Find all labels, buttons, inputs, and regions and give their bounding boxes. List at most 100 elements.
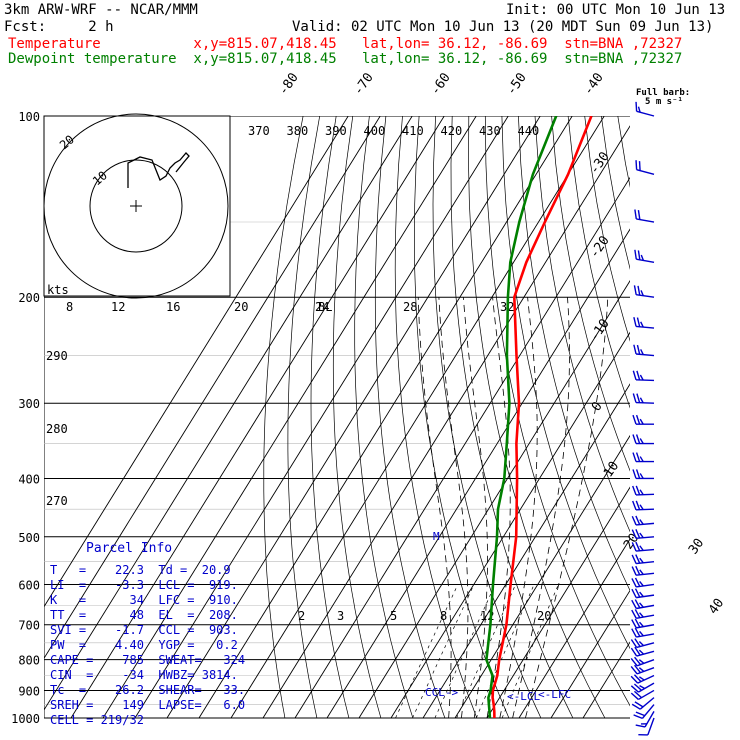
dry-adiabat	[263, 116, 304, 719]
barb-flag	[640, 290, 644, 296]
barb-flag	[639, 557, 644, 564]
barb-flag	[638, 161, 641, 171]
barb-flag	[639, 591, 644, 598]
barb-flag	[632, 452, 637, 462]
hodo-ring-outer	[43, 113, 229, 299]
hodo-speed-label: 28	[403, 300, 417, 314]
barb-flag	[631, 515, 637, 526]
barb-flag	[631, 542, 637, 552]
wind-barb	[631, 541, 655, 552]
barb-flag	[635, 500, 641, 510]
hodo-speed-label: 12	[111, 300, 125, 314]
isotherm-label: -60	[428, 70, 454, 98]
barb-flag	[634, 577, 641, 587]
dry-adiabat	[432, 116, 542, 719]
barb-flag	[632, 434, 637, 444]
barb-flag	[634, 599, 641, 609]
dry-adiabat	[684, 116, 740, 718]
barb-flag	[638, 649, 645, 655]
pressure-label: 900	[18, 684, 40, 698]
barb-flag	[630, 647, 638, 657]
barb-flag	[636, 393, 641, 403]
isotherm-line	[44, 116, 349, 608]
barb-flag	[639, 685, 645, 690]
potential-temp-label: 420	[441, 124, 463, 138]
dry-adiabat	[651, 116, 740, 718]
wind-barb	[631, 599, 655, 610]
isotherm-label: -50	[504, 70, 530, 98]
pressure-label: 1000	[11, 712, 40, 726]
barb-flag	[639, 374, 644, 381]
hodograph-trace	[127, 152, 190, 188]
isotherm-label: -30	[587, 149, 613, 177]
isotherm-line	[326, 228, 630, 719]
barb-flag	[634, 618, 641, 628]
dry-adiabat	[484, 116, 630, 707]
dry-adiabat	[310, 116, 350, 719]
barb-flag	[637, 250, 641, 260]
barb-flag	[634, 664, 642, 674]
barb-flag	[635, 565, 641, 576]
potential-temp-label: 370	[248, 124, 270, 138]
barb-flag	[631, 578, 637, 588]
barb-flag	[637, 106, 641, 113]
barb-flag	[630, 665, 638, 675]
barb-flag	[630, 639, 638, 648]
pressure-label: 500	[18, 531, 40, 545]
mixing-ratio-label: 3	[337, 609, 344, 623]
wind-barb	[630, 646, 655, 657]
barb-flag	[632, 500, 637, 511]
barb-flag	[635, 541, 641, 552]
barb-flag	[633, 683, 642, 691]
barb-flag	[634, 701, 644, 708]
barb-flag	[633, 285, 637, 295]
isotherm-label: 40	[706, 596, 727, 617]
barb-flag	[634, 609, 641, 619]
dry-adiabat-label: 280	[46, 422, 68, 436]
level-marker-ccl: CCL->	[425, 686, 458, 699]
pressure-label: 400	[18, 472, 40, 486]
dry-adiabat-label: 270	[46, 494, 68, 508]
barb-staff	[635, 401, 655, 404]
barb-flag	[639, 602, 644, 608]
dry-adiabat	[668, 116, 740, 718]
barb-key: Full barb:	[636, 88, 690, 98]
isotherm-line	[486, 486, 630, 719]
barb-flag	[635, 529, 641, 539]
moist-adiabat	[417, 297, 452, 719]
barb-flag	[631, 609, 637, 619]
dry-adiabat	[567, 116, 630, 409]
wind-barb	[632, 393, 655, 404]
barb-flag	[639, 418, 644, 425]
isotherm-label: -80	[276, 70, 302, 98]
wind-barb	[632, 370, 655, 382]
barb-flag	[634, 588, 641, 598]
wind-barb	[631, 697, 655, 710]
valid-time: Valid: 02 UTC Mon 10 Jun 13 (20 MDT Sun …	[292, 19, 714, 35]
barb-flag	[636, 370, 641, 381]
barb-flag	[639, 456, 644, 462]
pressure-label: 300	[18, 397, 40, 411]
pressure-label: 200	[18, 291, 40, 305]
barb-flag	[639, 438, 644, 444]
legend-temperature: Temperature x,y=815.07,418.45 lat,lon= 3…	[8, 36, 683, 52]
wind-barb	[635, 160, 655, 176]
profile-series	[485, 116, 593, 719]
level-marker-lfc: <-LFC	[538, 688, 571, 701]
wind-barb	[631, 609, 655, 620]
dry-adiabat	[374, 116, 446, 719]
barb-flag	[635, 515, 641, 525]
mixing-ratio-label: 2	[298, 609, 305, 623]
level-marker-lcl: <-LCL	[507, 690, 540, 703]
parcel-row: Tc = 26.2 SHEAR= 33.	[50, 683, 245, 697]
hodo-speed-label: 8	[66, 300, 73, 314]
barb-flag	[634, 646, 641, 656]
barb-flag	[635, 554, 641, 564]
wind-barb	[631, 515, 655, 526]
dry-adiabat	[634, 116, 740, 718]
wind-barb	[633, 317, 655, 329]
barb-flag	[640, 349, 644, 355]
mixing-ratio-line	[395, 584, 459, 719]
barb-flag	[634, 209, 637, 219]
